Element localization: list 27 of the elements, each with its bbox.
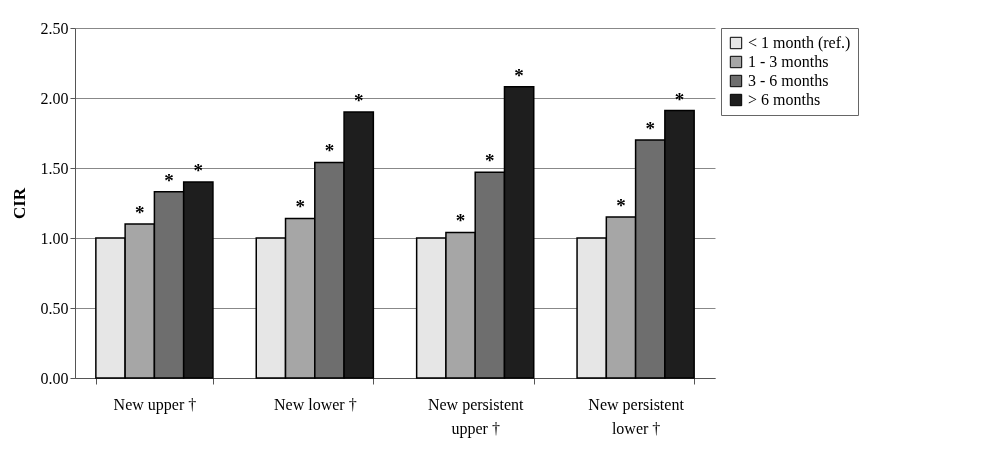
legend-label: 3 - 6 months bbox=[748, 72, 829, 89]
data-label: * bbox=[485, 150, 495, 172]
x-tick-label: New upper † bbox=[113, 395, 197, 414]
y-tick-label: 0.50 bbox=[40, 299, 69, 317]
y-tick-label: 2.00 bbox=[40, 89, 69, 107]
legend-label: > 6 months bbox=[748, 91, 821, 108]
data-label: * bbox=[193, 160, 204, 181]
data-label: * bbox=[514, 64, 524, 86]
data-label: * bbox=[645, 118, 655, 139]
y-tick-label: 0.00 bbox=[40, 369, 69, 387]
data-label: * bbox=[164, 169, 174, 191]
data-label: * bbox=[616, 195, 626, 216]
data-label: * bbox=[353, 90, 364, 111]
y-axis-title: CIR bbox=[9, 187, 29, 220]
data-label: * bbox=[455, 210, 466, 232]
y-tick-label: 2.50 bbox=[40, 19, 69, 37]
y-tick-label: 1.00 bbox=[40, 229, 69, 247]
data-label: * bbox=[674, 88, 685, 110]
data-label: * bbox=[295, 196, 305, 218]
legend-label: < 1 month (ref.) bbox=[748, 34, 851, 52]
y-tick-label: 1.50 bbox=[40, 159, 69, 177]
x-tick-label: New persistent upper † bbox=[427, 395, 525, 438]
x-tick-label: New lower † bbox=[273, 395, 357, 413]
data-label: * bbox=[135, 202, 145, 223]
data-label: * bbox=[324, 140, 335, 162]
x-tick-label: New persistent lower † bbox=[588, 395, 685, 437]
legend-label: 1 - 3 months bbox=[748, 53, 829, 70]
